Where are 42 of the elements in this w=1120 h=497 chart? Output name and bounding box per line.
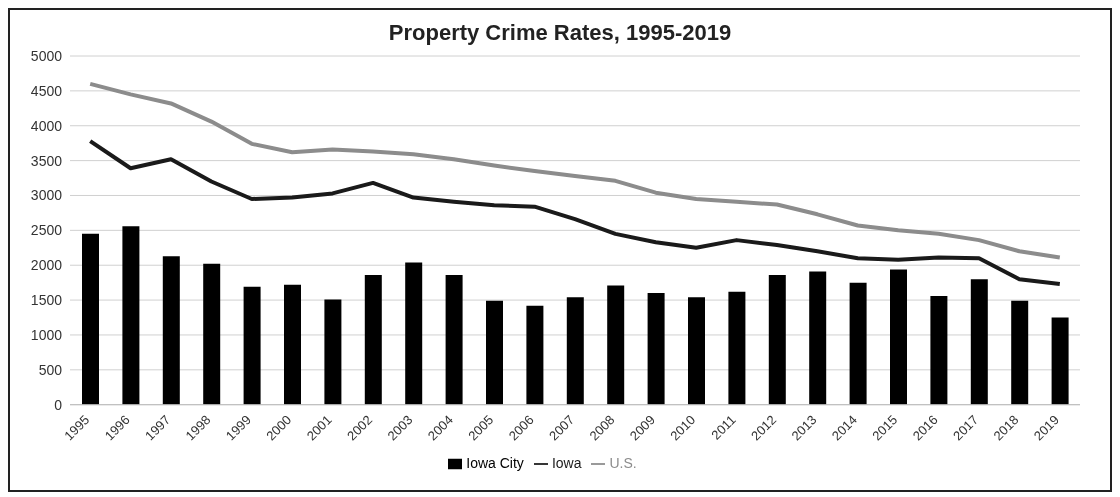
bar — [82, 233, 99, 405]
y-tick-label: 3000 — [30, 187, 63, 204]
bar — [284, 284, 301, 405]
bar — [122, 226, 140, 405]
bar — [203, 263, 221, 405]
bar — [809, 271, 827, 405]
y-tick-label: 0 — [54, 396, 63, 413]
bar — [728, 291, 746, 405]
bar — [162, 256, 180, 405]
bar — [405, 262, 423, 405]
bar — [364, 274, 382, 405]
bar — [566, 297, 584, 405]
y-tick-label: 4000 — [30, 117, 63, 134]
bar — [849, 282, 867, 405]
bar — [930, 295, 948, 405]
bar — [768, 274, 786, 405]
bar — [486, 300, 503, 405]
y-tick-label: 2500 — [30, 222, 63, 239]
bar — [1011, 300, 1029, 405]
y-tick-label: 2000 — [30, 257, 63, 274]
bar — [243, 286, 261, 405]
bar — [607, 285, 625, 405]
chart-title: Property Crime Rates, 1995-2019 — [387, 20, 733, 46]
legend-label: Iowa City — [466, 454, 524, 471]
line-series — [88, 139, 1062, 287]
legend-label: Iowa — [551, 454, 582, 471]
y-tick-label: 500 — [38, 361, 63, 378]
line-series — [88, 81, 1062, 260]
legend-label: U.S. — [609, 454, 637, 471]
bar — [1051, 317, 1069, 405]
bar — [526, 305, 544, 405]
bar — [970, 279, 988, 405]
bar — [688, 297, 705, 405]
bar — [647, 293, 665, 405]
bar — [890, 269, 907, 405]
y-tick-label: 3500 — [30, 152, 63, 169]
y-tick-label: 1000 — [30, 326, 63, 343]
y-tick-label: 1500 — [30, 292, 63, 309]
bar — [445, 274, 463, 405]
y-tick-label: 5000 — [30, 47, 63, 64]
y-tick-label: 4500 — [30, 82, 63, 99]
bar — [324, 299, 342, 405]
